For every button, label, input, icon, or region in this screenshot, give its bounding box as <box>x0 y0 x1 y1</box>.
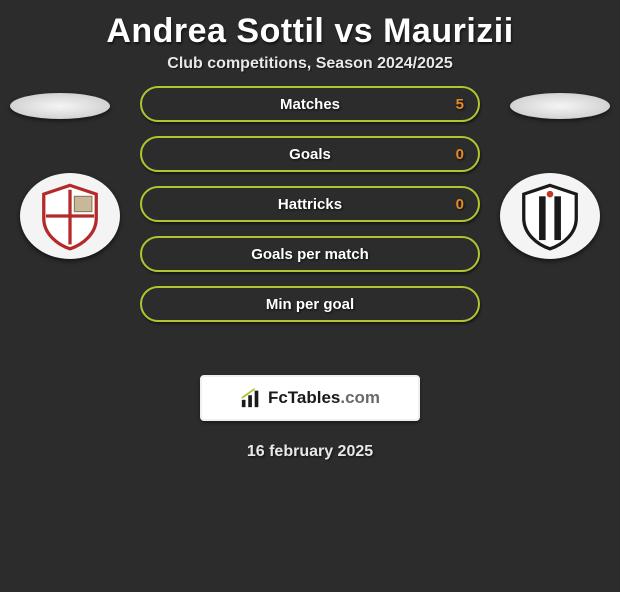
stat-label: Goals per match <box>251 246 369 263</box>
watermark-brand: FcTables <box>268 388 340 407</box>
watermark-suffix: .com <box>340 388 380 407</box>
stat-value-right: 5 <box>456 96 464 113</box>
shield-icon <box>35 181 105 251</box>
stat-row: Matches 5 <box>140 86 480 122</box>
player-photo-left <box>10 93 110 119</box>
watermark-badge: FcTables.com <box>200 375 420 421</box>
bar-chart-icon <box>240 387 262 409</box>
page-subtitle: Club competitions, Season 2024/2025 <box>0 55 620 73</box>
page-date: 16 february 2025 <box>0 443 620 461</box>
page-title: Andrea Sottil vs Maurizii <box>0 12 620 51</box>
team-crest-left <box>20 173 120 259</box>
stat-value-right: 0 <box>456 146 464 163</box>
stat-label: Goals <box>289 146 331 163</box>
stat-label: Matches <box>280 96 340 113</box>
player-photo-right <box>510 93 610 119</box>
stat-label: Hattricks <box>278 196 342 213</box>
shield-icon <box>515 181 585 251</box>
stat-row: Min per goal <box>140 286 480 322</box>
stat-row: Goals per match <box>140 236 480 272</box>
team-crest-right <box>500 173 600 259</box>
watermark-text: FcTables.com <box>268 388 380 408</box>
stat-label: Min per goal <box>266 296 354 313</box>
stats-column: Matches 5 Goals 0 Hattricks 0 Goals per … <box>140 86 480 336</box>
stat-value-right: 0 <box>456 196 464 213</box>
stat-row: Goals 0 <box>140 136 480 172</box>
stat-row: Hattricks 0 <box>140 186 480 222</box>
comparison-area: Matches 5 Goals 0 Hattricks 0 Goals per … <box>0 93 620 353</box>
